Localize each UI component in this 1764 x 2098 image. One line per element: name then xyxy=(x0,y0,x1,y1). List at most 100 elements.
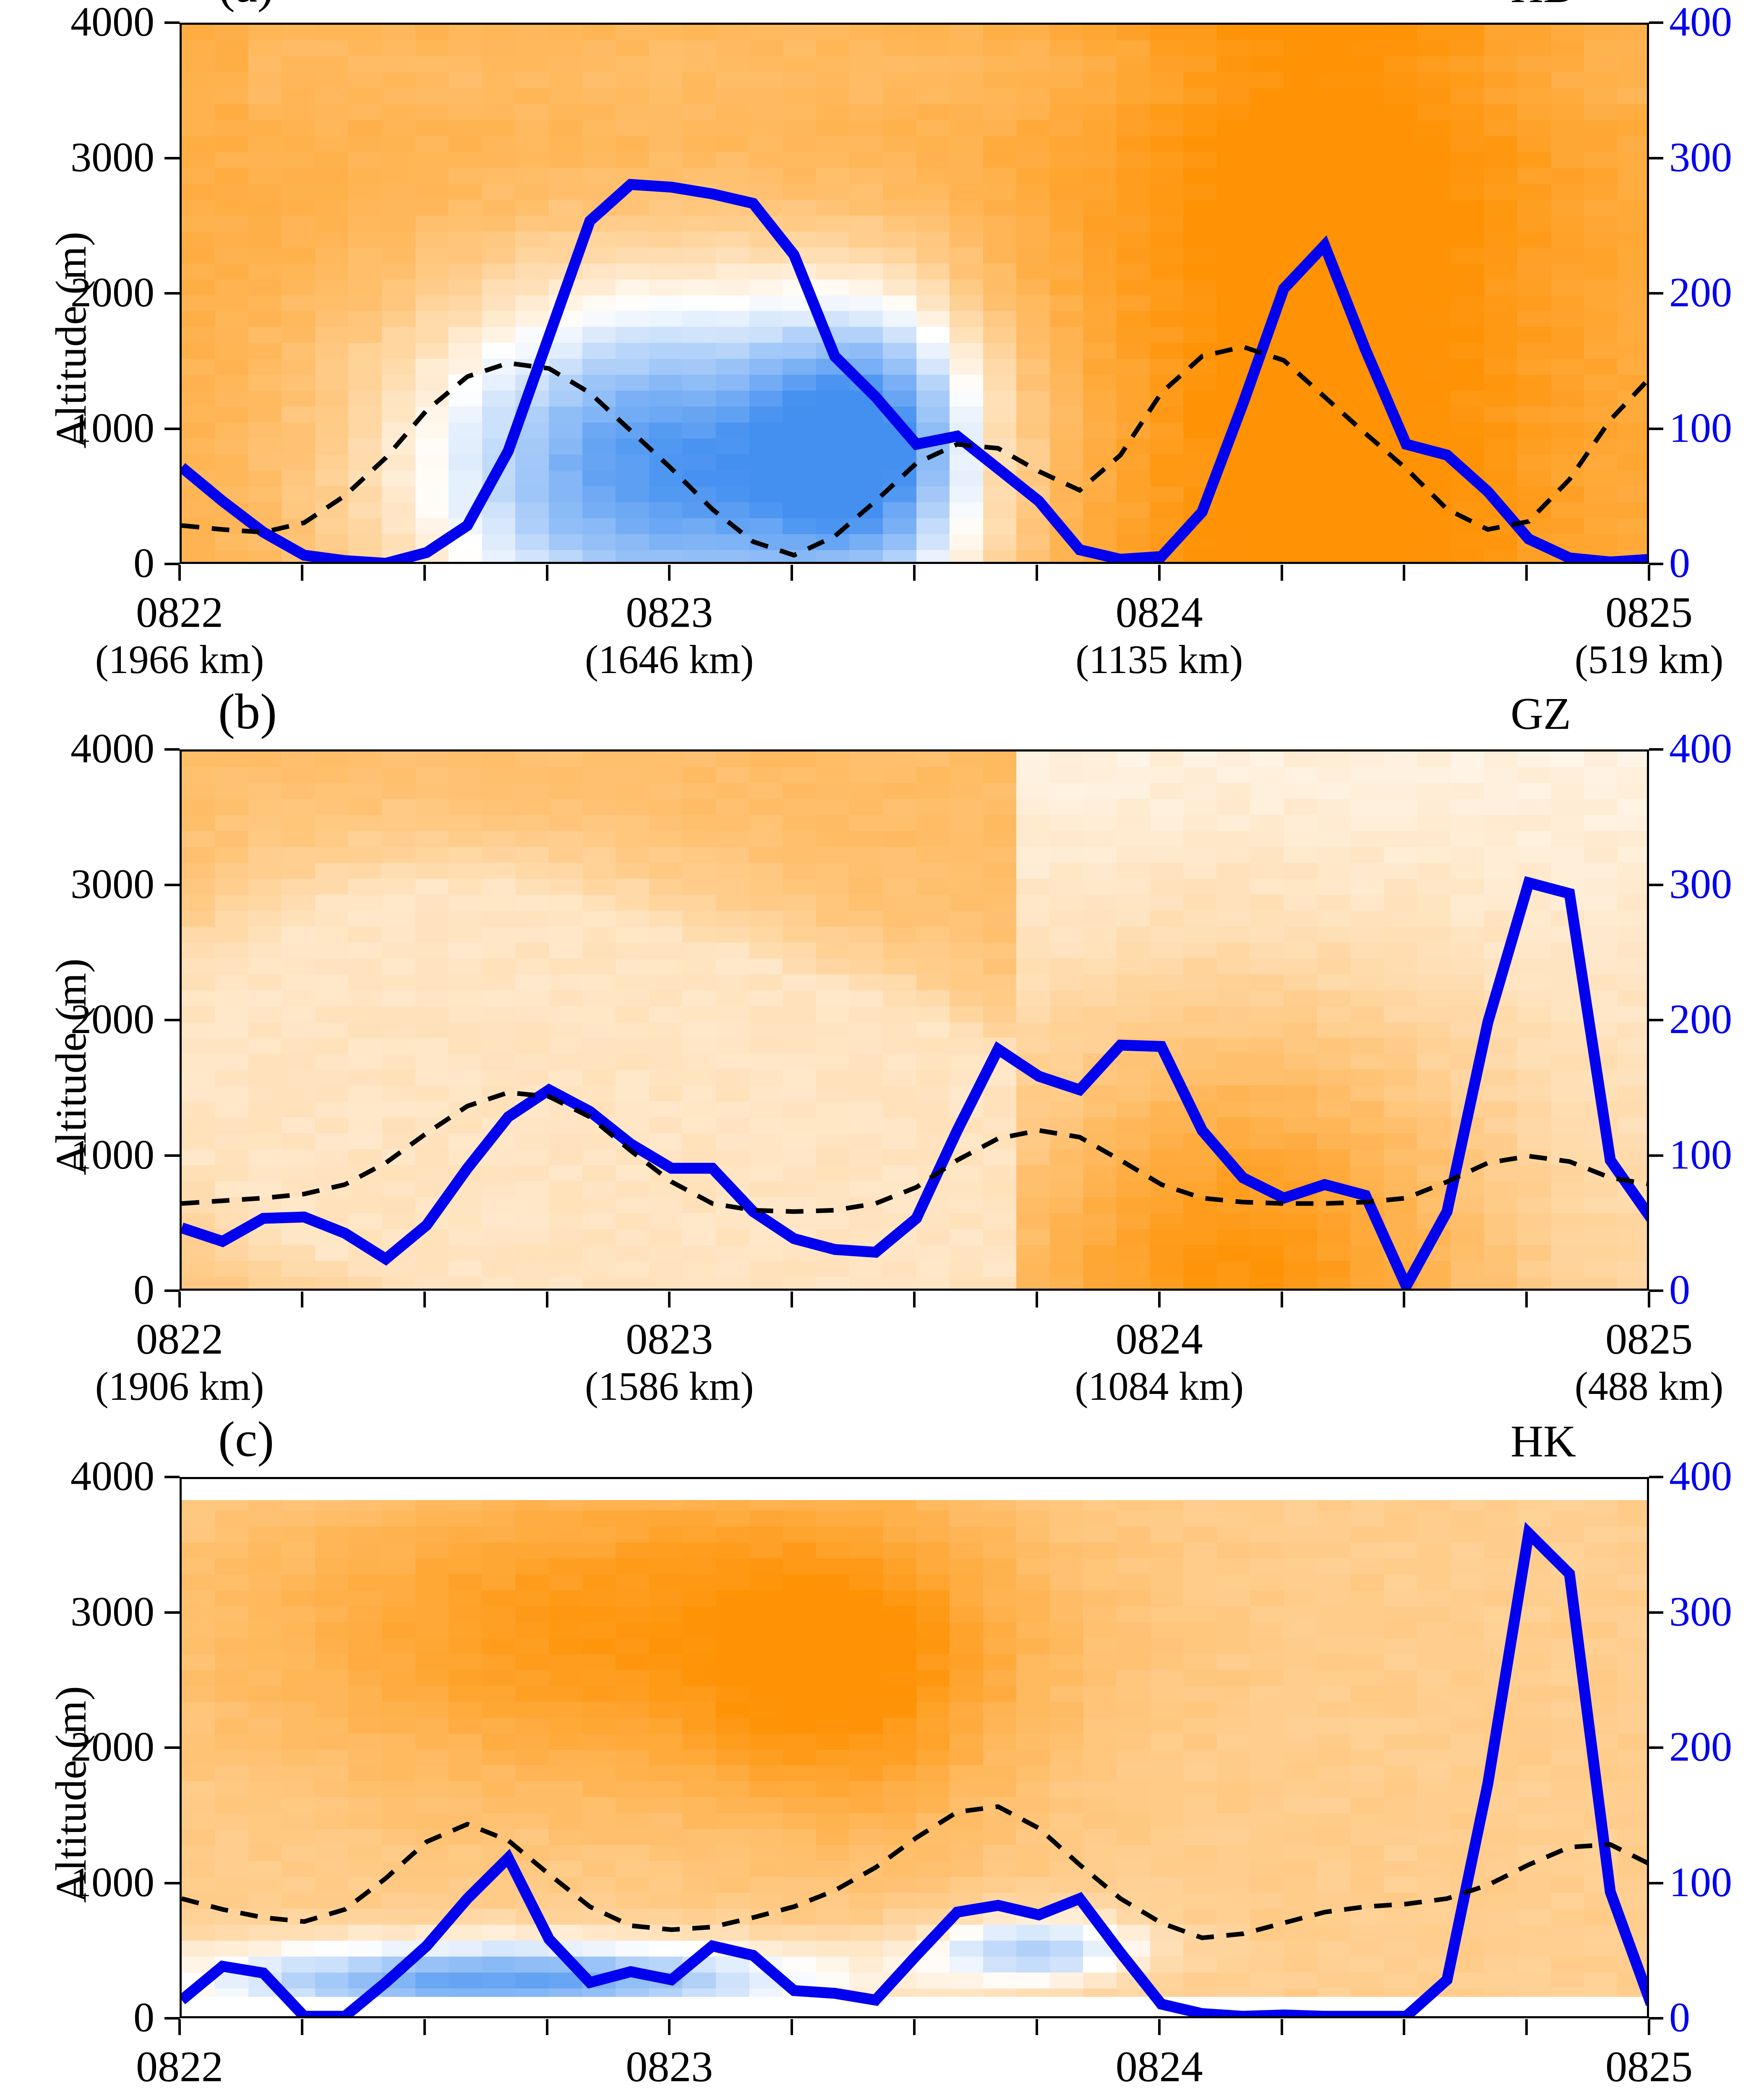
y-axis-title-left: Altitude (m) xyxy=(47,958,95,1175)
y-tick-left xyxy=(164,883,180,886)
y-tick-right xyxy=(1649,1476,1663,1478)
y-tick-right xyxy=(1649,2017,1663,2020)
panel-letter: (c) xyxy=(218,1411,274,1467)
y-tick-label-right: 0 xyxy=(1669,1266,1690,1313)
y-tick-label-left: 0 xyxy=(133,1994,154,2041)
ozone-curve xyxy=(182,179,1647,562)
x-tick-label: 0825 (519 km) xyxy=(1473,588,1764,682)
x-tick-date: 0825 xyxy=(1605,588,1693,637)
y-tick-left xyxy=(164,157,180,159)
x-tick xyxy=(1158,2019,1161,2035)
y-tick-label-left: 1000 xyxy=(70,1131,154,1178)
pbl-height-curve xyxy=(182,1804,1647,1940)
y-tick-label-right: 200 xyxy=(1669,1723,1732,1770)
y-tick-right xyxy=(1649,1611,1663,1614)
y-tick-left xyxy=(164,1611,180,1614)
x-tick xyxy=(545,565,548,581)
site-label: HD xyxy=(1511,0,1576,10)
plot-area-hk xyxy=(180,1477,1649,2018)
ozone-curve xyxy=(182,876,1647,1289)
x-tick-label: 0823(1508 km) xyxy=(493,2043,845,2098)
x-tick-date: 0823 xyxy=(626,2043,713,2091)
y-tick-label-right: 0 xyxy=(1669,1994,1690,2041)
x-tick-label: 0824(1010 km) xyxy=(983,2043,1336,2098)
ozone-curve xyxy=(182,1521,1647,2016)
y-tick-left xyxy=(164,1289,180,1292)
x-tick xyxy=(300,565,303,581)
y-tick-left xyxy=(164,563,180,565)
data-gap xyxy=(182,1479,1647,1500)
y-tick-label-left: 1000 xyxy=(70,1858,154,1905)
x-tick xyxy=(913,2019,916,2035)
y-tick-label-left: 3000 xyxy=(70,860,154,907)
y-tick-left xyxy=(164,1154,180,1157)
y-tick-label-left: 1000 xyxy=(70,404,154,451)
x-tick xyxy=(791,2019,793,2035)
x-tick-distance: (1084 km) xyxy=(1075,1364,1244,1409)
y-tick-right xyxy=(1649,292,1663,295)
y-tick-left xyxy=(164,1746,180,1749)
y-tick-label-left: 3000 xyxy=(70,133,154,180)
x-tick xyxy=(545,2019,548,2035)
y-tick-label-right: 400 xyxy=(1669,725,1732,772)
y-tick-label-right: 100 xyxy=(1669,404,1732,451)
x-tick-label: 0824 (1135 km) xyxy=(983,588,1336,682)
x-tick-date: 0824 xyxy=(1115,588,1203,637)
ri-heatmap-gz xyxy=(182,752,1647,1289)
x-tick-label: 0823 (1586 km) xyxy=(493,1315,845,1409)
x-tick-distance: (1827 km) xyxy=(3,2091,356,2098)
site-label: GZ xyxy=(1511,689,1571,739)
y-tick-label-left: 2000 xyxy=(70,1723,154,1770)
x-tick xyxy=(423,565,426,581)
x-tick xyxy=(423,2019,426,2035)
x-tick-distance: (1646 km) xyxy=(585,637,754,682)
y-tick-right xyxy=(1649,563,1663,565)
x-tick xyxy=(423,1292,426,1307)
x-tick-date: 0824 xyxy=(1115,2043,1203,2091)
y-tick-right xyxy=(1649,1289,1663,1292)
x-tick xyxy=(1403,1292,1406,1307)
y-tick-label-right: 300 xyxy=(1669,133,1732,180)
x-tick xyxy=(668,2019,671,2035)
x-tick-label: 0822(1827 km) xyxy=(3,2043,356,2098)
x-tick xyxy=(791,565,793,581)
y-tick-label-left: 4000 xyxy=(70,1453,154,1499)
x-tick xyxy=(300,2019,303,2035)
x-tick-distance: (519 km) xyxy=(1574,637,1724,682)
x-tick-label: 0822 (1966 km) xyxy=(3,588,356,682)
x-tick-date: 0823 xyxy=(626,588,713,637)
x-tick xyxy=(1648,565,1650,581)
x-tick-distance: (1135 km) xyxy=(1075,637,1243,682)
x-tick xyxy=(1280,1292,1283,1307)
x-tick-distance: (1966 km) xyxy=(95,637,264,682)
site-label: HK xyxy=(1511,1417,1576,1467)
x-tick-date: 0822 xyxy=(136,1315,223,1363)
y-tick-right xyxy=(1649,1746,1663,1749)
panel-letter: (b) xyxy=(218,684,277,739)
x-tick-date: 0824 xyxy=(1115,1315,1203,1363)
y-tick-right xyxy=(1649,427,1663,430)
y-tick-right xyxy=(1649,748,1663,751)
y-tick-label-left: 4000 xyxy=(70,0,154,45)
x-tick-distance: (1586 km) xyxy=(585,1364,754,1409)
x-tick xyxy=(300,1292,303,1307)
panel-letter: (a) xyxy=(218,0,274,10)
x-tick xyxy=(1280,2019,1283,2035)
y-tick-left xyxy=(164,1476,180,1478)
x-tick xyxy=(1035,1292,1038,1307)
y-tick-label-left: 2000 xyxy=(70,269,154,316)
y-tick-label-right: 100 xyxy=(1669,1858,1732,1905)
y-tick-left xyxy=(164,1019,180,1021)
plot-area-gz xyxy=(180,749,1649,1291)
y-tick-label-left: 0 xyxy=(133,540,154,586)
x-tick xyxy=(1035,2019,1038,2035)
y-axis-title-left: Altitude (m) xyxy=(47,231,95,449)
y-tick-left xyxy=(164,427,180,430)
x-tick xyxy=(1035,565,1038,581)
y-tick-label-right: 400 xyxy=(1669,1453,1732,1499)
y-tick-label-right: 200 xyxy=(1669,996,1732,1042)
y-tick-right xyxy=(1649,1154,1663,1157)
x-tick xyxy=(1403,2019,1406,2035)
x-tick xyxy=(1158,1292,1161,1307)
y-tick-right xyxy=(1649,1019,1663,1021)
